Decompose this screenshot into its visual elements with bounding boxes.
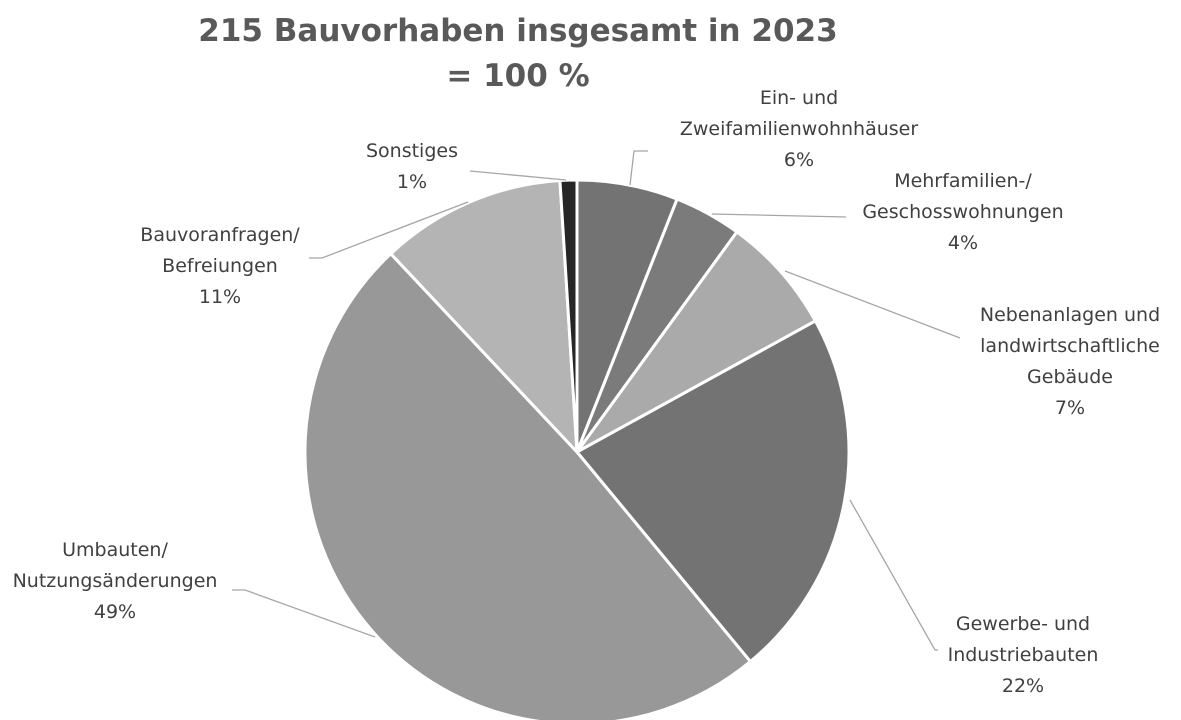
slice-percent-label: 1%	[397, 171, 427, 193]
chart-title: 215 Bauvorhaben insgesamt in 2023 = 100 …	[198, 13, 837, 94]
slice-category-label: Sonstiges	[366, 140, 458, 162]
slice-category-label: Nutzungsänderungen	[13, 570, 218, 592]
leader-line	[629, 150, 648, 186]
slice-category-label: Nebenanlagen und	[980, 304, 1160, 326]
slice-percent-label: 22%	[1002, 675, 1044, 697]
slice-percent-label: 49%	[94, 601, 136, 623]
leader-line	[232, 589, 376, 638]
chart-title-line-1: 215 Bauvorhaben insgesamt in 2023	[198, 13, 837, 49]
slice-label: Nebenanlagen und landwirtschaftliche Gebäu…	[980, 304, 1160, 419]
slice-label: Gewerbe- und Industriebauten 22%	[948, 613, 1099, 697]
pie-slice	[558, 178, 579, 453]
slice-category-label: Bauvoranfragen/	[140, 224, 300, 246]
pie-slice	[575, 229, 818, 454]
leader-line	[309, 201, 469, 259]
slice-category-label: Zweifamilienwohnhäuser	[680, 118, 918, 140]
slice-category-label: landwirtschaftliche	[980, 335, 1160, 357]
slice-percent-label: 11%	[199, 286, 241, 308]
slice-percent-label: 4%	[948, 232, 978, 254]
slice-category-label: Befreiungen	[162, 255, 278, 277]
slice-category-label: Gewerbe- und	[956, 613, 1090, 635]
slice-category-label: Umbauten/	[62, 539, 168, 561]
slice-category-label: Geschosswohnungen	[862, 201, 1063, 223]
leader-line	[784, 270, 961, 339]
leader-line	[711, 213, 847, 218]
slice-label: Bauvoranfragen/Befreiungen 11%	[140, 224, 300, 308]
slice-label: Sonstiges 1%	[366, 140, 458, 193]
slice-category-label: Industriebauten	[948, 644, 1099, 666]
slice-label: Umbauten/Nutzungsänderungen 49%	[13, 539, 218, 623]
slice-label: Ein- und Zweifamilienwohnhäuser 6%	[680, 87, 918, 171]
pie-slice	[303, 251, 753, 720]
slice-category-label: Ein- und	[760, 87, 838, 109]
slice-category-label: Mehrfamilien-/	[894, 170, 1032, 192]
chart-title-line-2: = 100 %	[446, 58, 589, 94]
leader-lines	[232, 150, 961, 651]
pie-slice	[388, 178, 579, 457]
slice-percent-label: 7%	[1055, 397, 1085, 419]
slice-label: Mehrfamilien-/ Geschosswohnungen 4%	[862, 170, 1063, 254]
leader-line	[469, 170, 567, 181]
slice-category-label: Gebäude	[1027, 366, 1113, 388]
slice-labels: Ein- und Zweifamilienwohnhäuser 6% Mehrfami…	[13, 87, 1161, 697]
slice-percent-label: 6%	[784, 149, 814, 171]
pie-slices	[303, 178, 851, 720]
leader-line	[849, 499, 938, 651]
pie-slice	[574, 318, 851, 664]
